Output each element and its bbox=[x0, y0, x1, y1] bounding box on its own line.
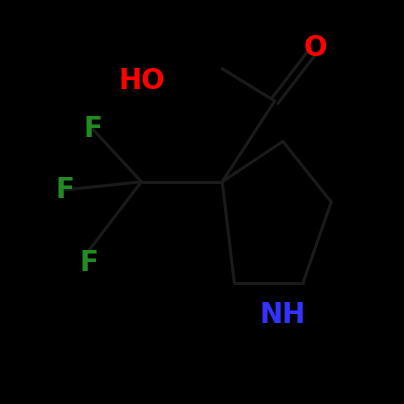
Text: F: F bbox=[84, 115, 102, 143]
Text: NH: NH bbox=[260, 301, 306, 329]
Text: F: F bbox=[80, 248, 98, 277]
Text: F: F bbox=[55, 176, 74, 204]
Text: HO: HO bbox=[118, 67, 165, 95]
Text: O: O bbox=[303, 34, 327, 63]
